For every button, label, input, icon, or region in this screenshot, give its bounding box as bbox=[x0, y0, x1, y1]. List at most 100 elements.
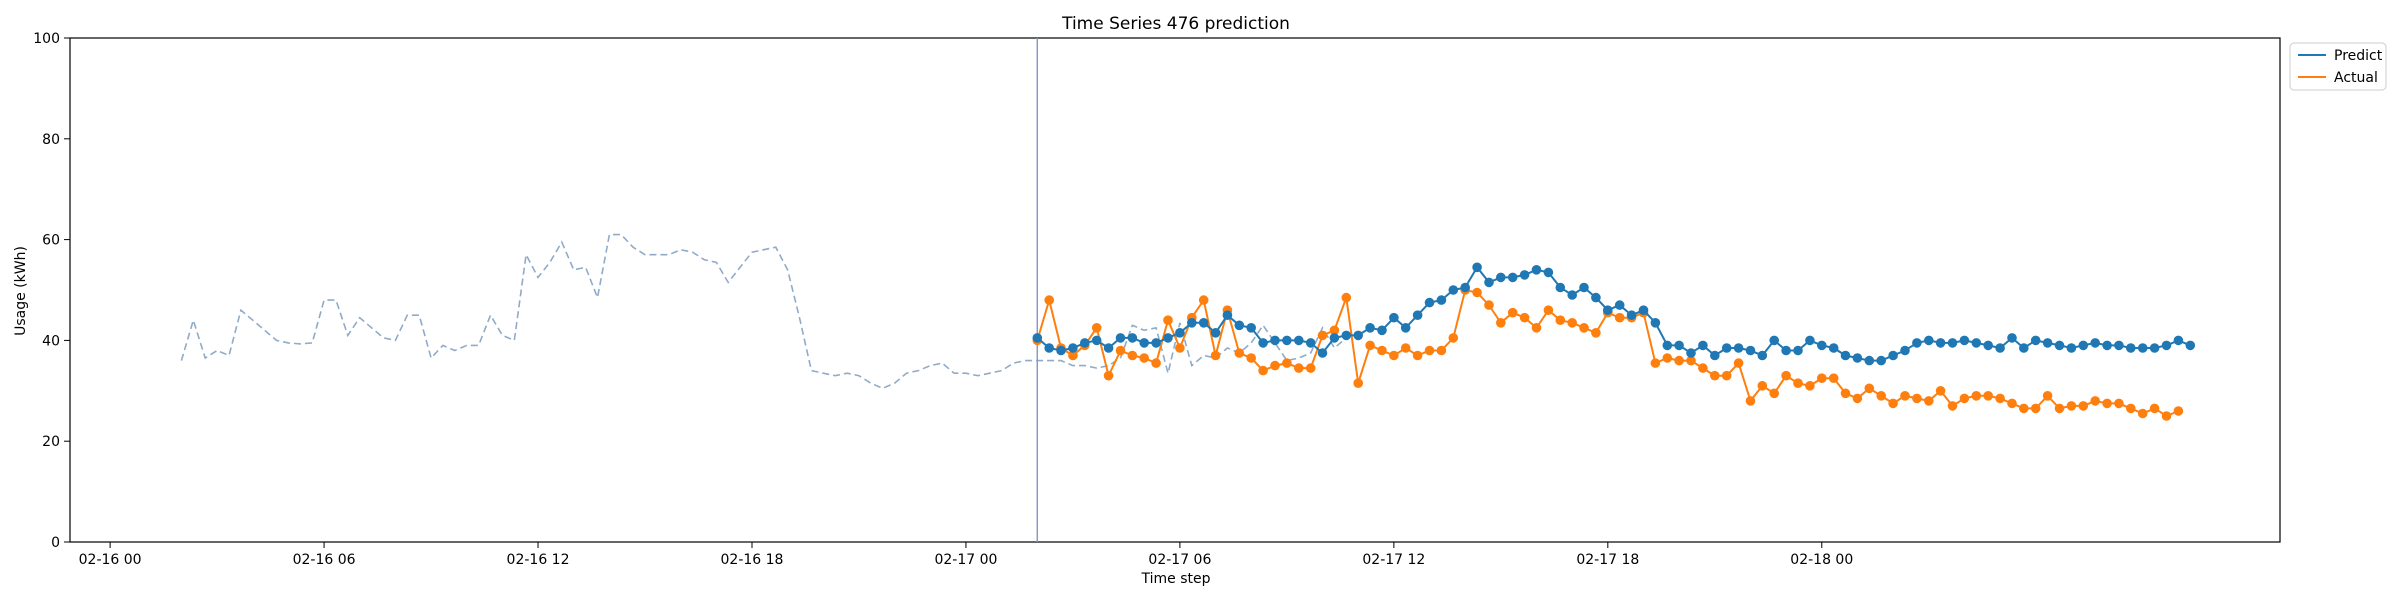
data-point-actual bbox=[1103, 370, 1114, 381]
data-point-actual bbox=[1864, 383, 1875, 394]
data-point-predict bbox=[2161, 340, 2172, 351]
data-point-actual bbox=[1496, 318, 1506, 328]
data-point-predict bbox=[1115, 333, 1126, 343]
data-point-actual bbox=[1686, 355, 1696, 366]
data-point-predict bbox=[1769, 335, 1779, 346]
data-point-predict bbox=[1187, 318, 1197, 328]
data-point-actual bbox=[2102, 398, 2112, 409]
data-point-actual bbox=[2126, 403, 2136, 414]
y-tick-label: 20 bbox=[42, 434, 60, 450]
data-point-predict bbox=[2126, 343, 2136, 353]
data-point-actual bbox=[1947, 401, 1958, 411]
data-point-actual bbox=[1793, 378, 1803, 389]
data-point-predict bbox=[1258, 338, 1268, 348]
plot-frame bbox=[69, 37, 2281, 543]
data-point-actual bbox=[1840, 388, 1851, 399]
data-point-actual bbox=[1484, 300, 1494, 310]
data-point-predict bbox=[1888, 350, 1898, 361]
data-point-predict bbox=[2149, 343, 2160, 353]
data-point-actual bbox=[2054, 403, 2065, 414]
data-point-actual bbox=[1888, 398, 1898, 409]
data-point-actual bbox=[1971, 391, 1982, 401]
y-tick-label: 60 bbox=[42, 233, 60, 249]
data-point-actual bbox=[1674, 355, 1684, 366]
data-point-predict bbox=[1305, 338, 1316, 348]
data-point-actual bbox=[2137, 408, 2148, 419]
data-point-predict bbox=[1757, 350, 1768, 361]
y-axis-title: Usage (kWh) bbox=[13, 246, 29, 336]
data-point-predict bbox=[1519, 270, 1530, 280]
data-point-predict bbox=[1294, 335, 1304, 346]
data-point-predict bbox=[1721, 343, 1732, 353]
data-point-predict bbox=[1163, 333, 1173, 343]
data-point-predict bbox=[2137, 343, 2148, 353]
data-point-actual bbox=[2066, 401, 2077, 411]
data-point-predict bbox=[1924, 335, 1934, 346]
y-tick-label: 40 bbox=[42, 333, 60, 349]
data-point-predict bbox=[1959, 335, 1970, 346]
data-point-actual bbox=[1507, 307, 1518, 318]
x-tick-label: 02-17 12 bbox=[1362, 552, 1425, 568]
data-point-predict bbox=[2054, 340, 2065, 351]
data-point-actual bbox=[1353, 378, 1363, 389]
data-point-predict bbox=[1567, 290, 1577, 300]
data-point-actual bbox=[1436, 345, 1447, 356]
data-point-predict bbox=[1686, 348, 1696, 358]
data-point-actual bbox=[1900, 391, 1910, 401]
data-point-predict bbox=[2066, 343, 2077, 353]
data-point-predict bbox=[1698, 340, 1708, 351]
data-point-actual bbox=[1400, 343, 1411, 353]
data-point-predict bbox=[1032, 333, 1043, 343]
data-point-actual bbox=[1817, 373, 1827, 384]
data-point-predict bbox=[1436, 295, 1447, 305]
data-point-predict bbox=[1210, 328, 1221, 338]
data-point-predict bbox=[1198, 318, 1209, 328]
data-point-predict bbox=[1543, 267, 1554, 278]
data-point-predict bbox=[1127, 333, 1138, 343]
data-point-actual bbox=[1448, 333, 1459, 343]
data-point-actual bbox=[1995, 393, 2005, 404]
data-point-actual bbox=[1721, 370, 1732, 381]
history-line bbox=[180, 233, 1347, 390]
data-point-predict bbox=[1805, 335, 1815, 346]
data-point-predict bbox=[1448, 285, 1459, 295]
data-point-actual bbox=[2042, 391, 2053, 401]
data-point-predict bbox=[1282, 335, 1292, 346]
data-point-actual bbox=[1555, 315, 1566, 326]
data-point-actual bbox=[1924, 396, 1934, 406]
data-point-actual bbox=[1733, 358, 1744, 368]
legend: Predict Actual bbox=[2289, 42, 2387, 91]
data-point-actual bbox=[1294, 363, 1304, 373]
data-point-actual bbox=[1305, 363, 1316, 373]
data-point-actual bbox=[1198, 295, 1209, 305]
data-point-actual bbox=[1828, 373, 1839, 384]
data-point-predict bbox=[1614, 300, 1625, 310]
data-point-actual bbox=[1163, 315, 1173, 326]
data-point-actual bbox=[1234, 348, 1245, 358]
data-point-predict bbox=[1389, 312, 1399, 323]
data-point-predict bbox=[1995, 343, 2005, 353]
data-point-predict bbox=[2078, 340, 2089, 351]
data-point-actual bbox=[1567, 318, 1577, 328]
data-point-actual bbox=[2161, 411, 2172, 421]
y-tick-label: 100 bbox=[33, 31, 60, 47]
data-point-predict bbox=[1341, 330, 1352, 341]
legend-label-predict: Predict bbox=[2334, 48, 2383, 64]
data-point-actual bbox=[1959, 393, 1970, 404]
data-point-predict bbox=[1365, 323, 1375, 333]
data-point-actual bbox=[1151, 358, 1161, 368]
data-point-predict bbox=[1745, 345, 1756, 356]
data-point-predict bbox=[1424, 297, 1435, 308]
x-tick-label: 02-16 06 bbox=[293, 552, 356, 568]
data-point-actual bbox=[1591, 328, 1601, 338]
x-tick-label: 02-17 18 bbox=[1576, 552, 1639, 568]
plot-area: 0 20 40 60 80 100 02-16 00 02-16 06 02-16 12 02-1… bbox=[33, 31, 2281, 568]
data-point-predict bbox=[1876, 355, 1886, 366]
data-point-predict bbox=[1626, 310, 1637, 321]
data-point-actual bbox=[1246, 353, 1256, 363]
data-point-actual bbox=[1341, 292, 1352, 303]
data-point-actual bbox=[1650, 358, 1661, 368]
data-point-actual bbox=[1091, 323, 1102, 333]
data-point-predict bbox=[2042, 338, 2053, 348]
